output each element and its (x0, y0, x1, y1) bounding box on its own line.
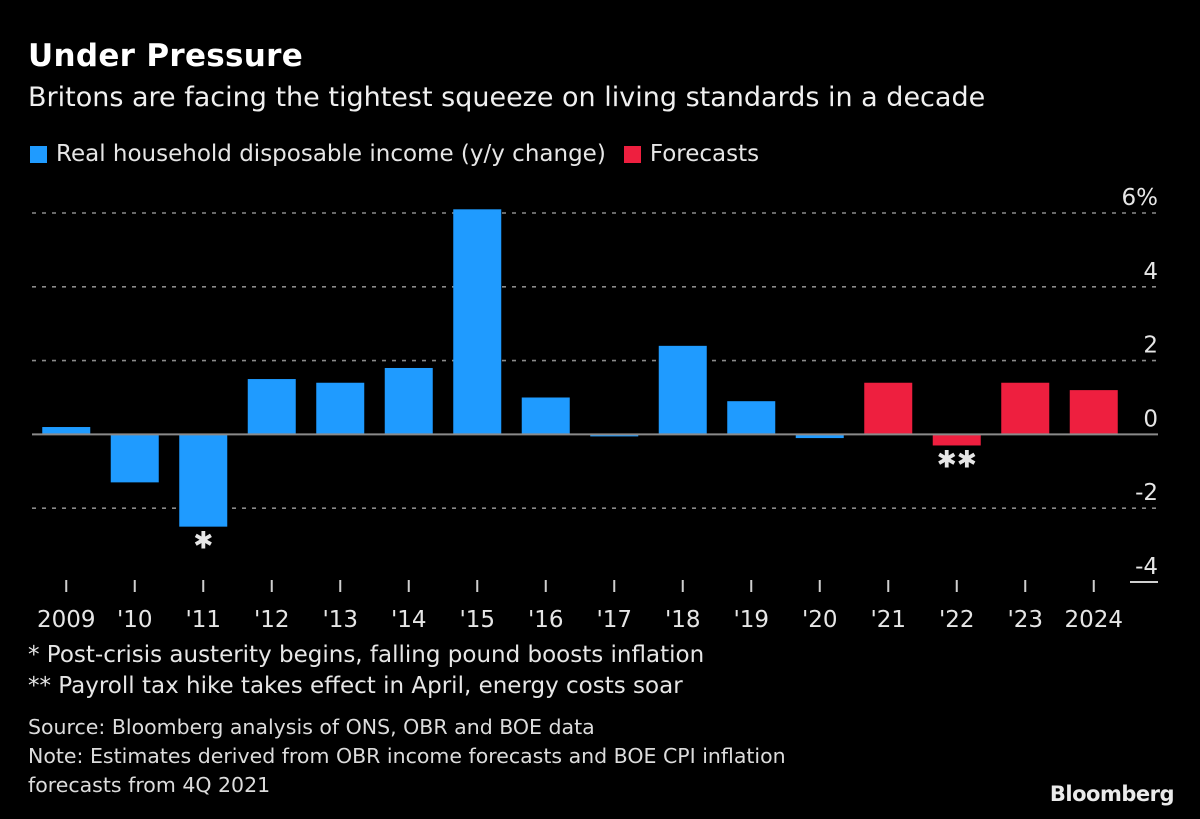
x-tick-label: '17 (596, 607, 632, 633)
y-tick-label: 2 (1143, 333, 1158, 359)
bar-actual (658, 345, 707, 435)
bar-actual (247, 379, 296, 435)
note-line-1: Note: Estimates derived from OBR income … (28, 744, 786, 768)
legend-swatch-forecast (623, 145, 641, 163)
y-tick-label: 6% (1122, 185, 1159, 211)
bar-actual (42, 427, 91, 435)
bar-actual (316, 382, 365, 435)
legend-item-actual: Real household disposable income (y/y ch… (30, 141, 606, 167)
footnote-2: ** Payroll tax hike takes effect in Apri… (28, 673, 683, 699)
x-tick-label: '23 (1007, 607, 1043, 633)
x-tick-label: '19 (733, 607, 769, 633)
footnote-1: * Post-crisis austerity begins, falling … (28, 642, 705, 668)
bar-forecast (864, 382, 913, 435)
x-tick-label: '20 (802, 607, 838, 633)
bar-actual (179, 434, 228, 527)
legend-label-forecast: Forecasts (649, 141, 760, 167)
x-tick-label: '21 (870, 607, 906, 633)
annotation-marker: ✱ (193, 527, 213, 555)
x-tick-label: '15 (459, 607, 495, 633)
bar-actual (110, 434, 159, 483)
x-tick-label: '13 (322, 607, 358, 633)
bar-actual (795, 434, 844, 439)
note-line-2: forecasts from 4Q 2021 (28, 773, 271, 797)
bar-actual (384, 367, 433, 435)
legend-swatch-actual (30, 145, 47, 163)
x-tick-label: '18 (665, 607, 701, 633)
x-tick-label: '16 (528, 607, 564, 633)
bar-actual (453, 209, 502, 435)
chart-subtitle: Britons are facing the tightest squeeze … (28, 82, 986, 113)
x-tick-label: '22 (939, 607, 975, 633)
legend: Real household disposable income (y/y ch… (30, 141, 777, 167)
x-tick-label: 2024 (1064, 607, 1123, 633)
bar-forecast (1069, 390, 1118, 435)
x-tick-label: '14 (391, 607, 427, 633)
annotation-marker: ✱✱ (937, 445, 977, 473)
x-tick-label: '12 (254, 607, 290, 633)
y-tick-label: -2 (1135, 480, 1158, 506)
bar-actual (521, 397, 570, 435)
bloomberg-logo: Bloomberg (1049, 782, 1175, 806)
x-tick-label: 2009 (37, 607, 96, 633)
y-tick-label: 4 (1143, 259, 1158, 285)
legend-item-forecast: Forecasts (623, 141, 760, 167)
bar-forecast (1001, 382, 1050, 435)
bar-actual (727, 401, 776, 435)
bar-forecast (932, 434, 981, 446)
x-tick-label: '11 (185, 607, 221, 633)
y-tick-label: 0 (1143, 406, 1158, 432)
y-tick-label: -4 (1135, 554, 1158, 580)
x-tick-label: '10 (117, 607, 153, 633)
chart-title: Under Pressure (28, 38, 304, 74)
source-line: Source: Bloomberg analysis of ONS, OBR a… (28, 715, 595, 739)
legend-label-actual: Real household disposable income (y/y ch… (56, 141, 606, 167)
